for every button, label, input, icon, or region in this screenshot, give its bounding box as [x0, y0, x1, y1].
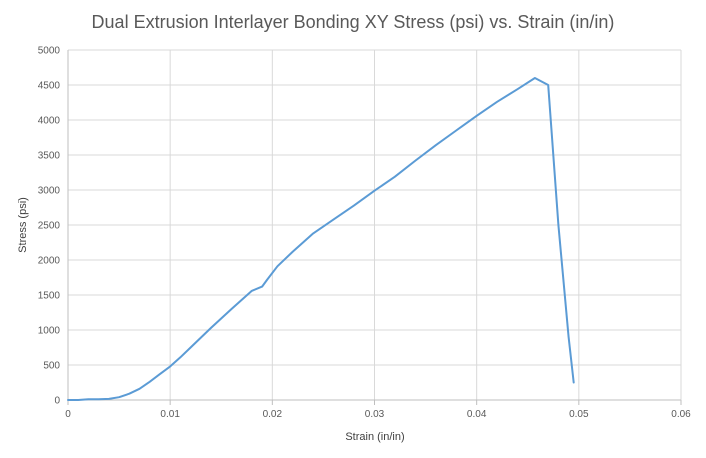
y-tick-label: 4000: [38, 116, 61, 127]
y-tick-label: 1500: [38, 291, 61, 302]
y-tick-label: 4500: [38, 81, 61, 92]
x-axis-label: Strain (in/in): [345, 431, 404, 443]
y-tick-label: 5000: [38, 46, 61, 57]
x-tick-label: 0: [65, 409, 71, 420]
chart-title: Dual Extrusion Interlayer Bonding XY Str…: [92, 12, 615, 32]
y-axis-label: Stress (psi): [17, 197, 29, 253]
x-tick-label: 0.06: [671, 409, 691, 420]
y-tick-labels: 0 500 1000 1500 2000 2500 3000 3500 4000 4500 5000: [38, 46, 61, 407]
y-tick-label: 2000: [38, 256, 61, 267]
x-tick-label: 0.01: [160, 409, 180, 420]
x-tick-labels: 0 0.01 0.02 0.03 0.04 0.05 0.06: [65, 409, 691, 420]
series-line: [67, 77, 575, 401]
y-tick-label: 3500: [38, 151, 61, 162]
x-tick-label: 0.02: [263, 409, 283, 420]
x-tick-label: 0.05: [569, 409, 589, 420]
y-tick-label: 2500: [38, 221, 61, 232]
y-tick-label: 3000: [38, 186, 61, 197]
axes: [67, 50, 682, 405]
x-tick-label: 0.03: [365, 409, 385, 420]
y-tick-label: 500: [43, 361, 60, 372]
y-tick-label: 0: [54, 396, 60, 407]
x-tick-label: 0.04: [467, 409, 487, 420]
y-tick-label: 1000: [38, 326, 61, 337]
series-layer: [67, 77, 575, 401]
gridlines: [68, 49, 682, 400]
